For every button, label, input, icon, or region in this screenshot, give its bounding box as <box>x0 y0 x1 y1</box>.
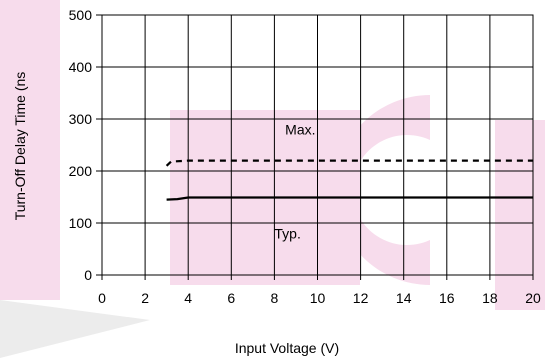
x-axis-label: Input Voltage (V) <box>235 340 339 356</box>
watermark-gray-shape <box>0 300 150 358</box>
x-axis-ticks: 0 2 4 6 8 10 12 14 16 18 20 <box>98 275 541 306</box>
series-line-typ <box>166 196 533 201</box>
y-tick-label-5: 500 <box>69 7 93 23</box>
x-tick-label-3: 6 <box>227 290 235 306</box>
x-tick-label-9: 18 <box>482 290 498 306</box>
x-tick-label-10: 20 <box>525 290 541 306</box>
y-tick-label-4: 400 <box>69 59 93 75</box>
watermark-block-right <box>495 120 545 310</box>
watermark-block-left <box>0 0 60 300</box>
annotations: Max. Typ. <box>274 122 315 242</box>
y-axis-label: Turn-Off Delay Time (ns <box>12 72 28 221</box>
x-tick-label-2: 4 <box>184 290 192 306</box>
y-tick-label-3: 300 <box>69 111 93 127</box>
annotation-0: Max. <box>285 122 315 138</box>
y-tick-label-1: 100 <box>69 215 93 231</box>
x-tick-label-0: 0 <box>98 290 106 306</box>
gridlines <box>101 14 534 276</box>
watermark-letter-c <box>335 95 430 285</box>
y-tick-label-2: 200 <box>69 163 93 179</box>
x-tick-label-4: 8 <box>271 290 279 306</box>
x-tick-label-7: 14 <box>396 290 412 306</box>
x-tick-label-5: 10 <box>310 290 326 306</box>
x-tick-label-1: 2 <box>141 290 149 306</box>
annotation-1: Typ. <box>274 226 300 242</box>
y-tick-label-0: 0 <box>84 267 92 283</box>
series-layer <box>165 159 533 201</box>
x-tick-label-8: 16 <box>439 290 455 306</box>
x-tick-label-6: 12 <box>353 290 369 306</box>
y-axis-ticks: 0 100 200 300 400 500 <box>69 7 102 283</box>
